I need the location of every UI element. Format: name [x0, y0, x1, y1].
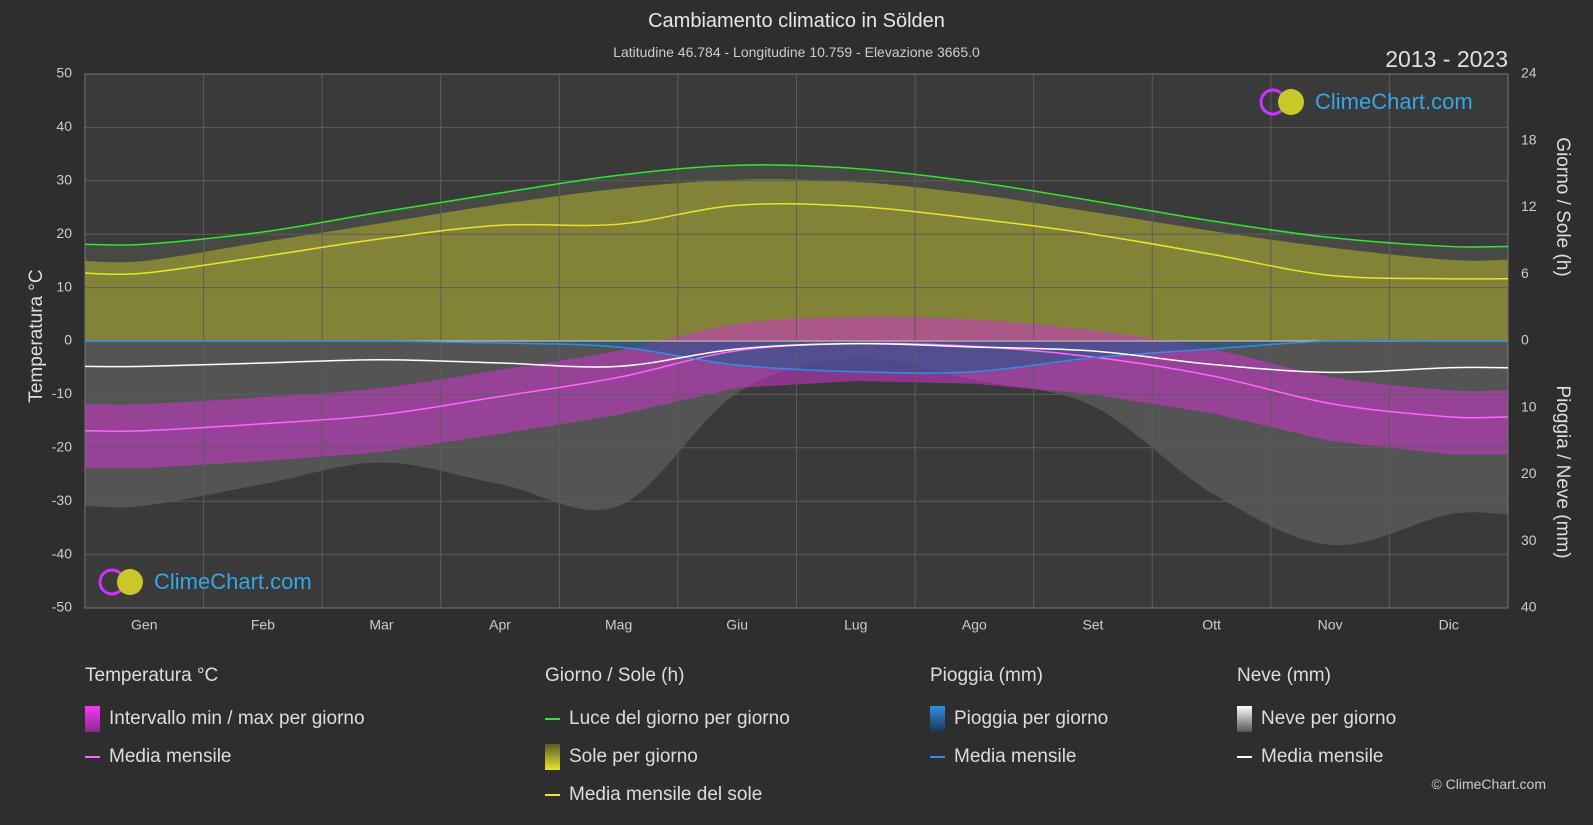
- legend-sun: Giorno / Sole (h) Luce del giorno per gi…: [545, 665, 790, 814]
- legend-label: Luce del giorno per giorno: [569, 708, 790, 729]
- legend-item-daylight: Luce del giorno per giorno: [545, 700, 790, 738]
- tick-label-left: 20: [56, 225, 72, 241]
- chart-title: Cambiamento climatico in Sölden: [648, 10, 945, 32]
- chart-subtitle: Latitudine 46.784 - Longitudine 10.759 -…: [613, 44, 980, 60]
- tick-label-month: Gen: [131, 617, 157, 633]
- tick-label-left: -40: [52, 545, 72, 561]
- tick-label-right-top: 6: [1521, 265, 1529, 281]
- legend-label: Neve per giorno: [1261, 708, 1397, 729]
- legend-label: Sole per giorno: [569, 746, 698, 767]
- tick-label-month: Apr: [489, 617, 511, 633]
- tick-label-left: -30: [52, 492, 72, 508]
- daylight-swatch: [545, 718, 560, 720]
- tick-label-right-top: 18: [1521, 131, 1537, 147]
- y-axis-label-left: Temperatura °C: [26, 269, 47, 403]
- brand-name: ClimeChart.com: [1315, 89, 1473, 114]
- rain-mean-line: [84, 339, 1508, 374]
- tick-label-month: Nov: [1318, 617, 1343, 633]
- tick-label-month: Ott: [1202, 617, 1221, 633]
- rain-mean-swatch: [930, 756, 945, 758]
- legend-heading: Pioggia (mm): [930, 665, 1043, 686]
- brand-name: ClimeChart.com: [154, 569, 312, 594]
- sunshine-swatch: [545, 744, 560, 770]
- legend-label: Media mensile del sole: [569, 784, 763, 805]
- tick-label-left: 0: [64, 332, 72, 348]
- legend-temperature: Temperatura °C Intervallo min / max per …: [85, 665, 365, 776]
- tick-label-month: Mar: [369, 617, 393, 633]
- legend-item-sun-mean: Media mensile del sole: [545, 776, 790, 814]
- legend-label: Media mensile: [1261, 746, 1384, 767]
- temp-mean-swatch: [85, 756, 100, 758]
- temp-range-swatch: [85, 706, 100, 732]
- snow-mean-swatch: [1237, 756, 1252, 758]
- legend-label: Intervallo min / max per giorno: [109, 708, 365, 729]
- globe-sun-icon: [98, 568, 143, 596]
- snow-swatch: [1237, 706, 1252, 732]
- sun-mean-swatch: [545, 794, 560, 796]
- legend-item-sunshine: Sole per giorno: [545, 738, 790, 776]
- tick-label-month: Lug: [844, 617, 867, 633]
- legend-snow: Neve (mm) Neve per giorno Media mensile: [1237, 665, 1396, 776]
- globe-sun-icon: [1259, 88, 1304, 116]
- legend-item-rain-daily: Pioggia per giorno: [930, 700, 1108, 738]
- legend-heading: Temperatura °C: [85, 665, 219, 686]
- tick-label-month: Dic: [1439, 617, 1459, 633]
- tick-label-month: Feb: [251, 617, 275, 633]
- legend-label: Pioggia per giorno: [954, 708, 1109, 729]
- tick-label-right-top: 0: [1521, 332, 1529, 348]
- tick-label-right-top: 24: [1521, 65, 1537, 81]
- tick-label-month: Ago: [962, 617, 987, 633]
- tick-label-right-bottom: 10: [1521, 398, 1537, 414]
- brand-logo-bottom[interactable]: ClimeChart.com: [96, 566, 312, 598]
- tick-label-left: 50: [56, 65, 72, 81]
- tick-label-month: Mag: [605, 617, 632, 633]
- tick-label-left: -50: [52, 599, 72, 615]
- tick-label-month: Set: [1082, 617, 1103, 633]
- legend-item-temp-range: Intervallo min / max per giorno: [85, 700, 365, 738]
- tick-label-left: 40: [56, 118, 72, 134]
- daylight-line: [84, 164, 1509, 248]
- snow-mean-line: [84, 342, 1509, 374]
- legend-heading: Giorno / Sole (h): [545, 665, 685, 686]
- y-axis-label-right-top: Giorno / Sole (h): [1552, 137, 1573, 277]
- brand-logo-top[interactable]: ClimeChart.com: [1257, 86, 1473, 118]
- sun-mean-line: [84, 202, 1509, 280]
- tick-label-left: -10: [52, 385, 72, 401]
- legend-item-temp-mean: Media mensile: [85, 738, 365, 776]
- legend-item-snow-mean: Media mensile: [1237, 738, 1396, 776]
- tick-label-month: Giu: [726, 617, 748, 633]
- legend-label: Media mensile: [954, 746, 1077, 767]
- tick-label-right-bottom: 30: [1521, 532, 1537, 548]
- rain-swatch: [930, 706, 945, 732]
- legend-item-snow-daily: Neve per giorno: [1237, 700, 1396, 738]
- copyright: © ClimeChart.com: [1431, 776, 1546, 792]
- y-axis-label-right-bottom: Pioggia / Neve (mm): [1552, 385, 1573, 559]
- tick-label-left: -20: [52, 439, 72, 455]
- legend-rain: Pioggia (mm) Pioggia per giorno Media me…: [930, 665, 1108, 776]
- legend-item-rain-mean: Media mensile: [930, 738, 1108, 776]
- tick-label-right-bottom: 20: [1521, 465, 1537, 481]
- tick-label-left: 10: [56, 278, 72, 294]
- tick-label-right-top: 12: [1521, 198, 1537, 214]
- tick-label-left: 30: [56, 172, 72, 188]
- tick-label-right-bottom: 40: [1521, 599, 1537, 615]
- year-range: 2013 - 2023: [1385, 46, 1508, 72]
- legend-label: Media mensile: [109, 746, 232, 767]
- legend-heading: Neve (mm): [1237, 665, 1331, 686]
